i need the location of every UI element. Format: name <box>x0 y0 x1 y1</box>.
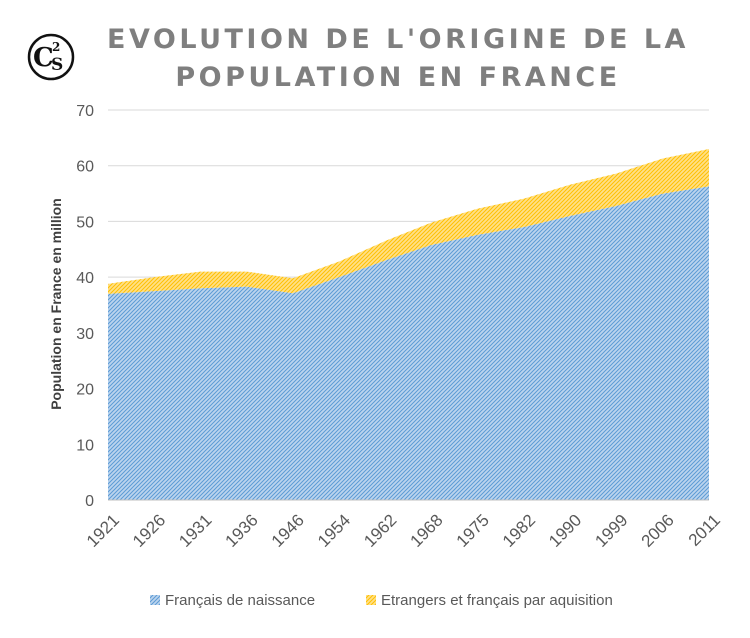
logo-letter-c: C <box>33 43 54 73</box>
logo-letter-2: 2 <box>52 40 60 54</box>
legend-label-1: Français de naissance <box>165 592 315 609</box>
plot-areas <box>108 149 709 501</box>
x-tick-label: 1936 <box>222 511 262 551</box>
c2s-logo: C 2 S <box>27 33 75 81</box>
x-tick-label: 1954 <box>314 511 354 551</box>
y-tick-label: 60 <box>76 159 94 176</box>
x-tick-label: 1962 <box>360 511 400 551</box>
y-tick-label: 10 <box>76 437 94 454</box>
y-tick-label: 30 <box>76 326 94 343</box>
y-tick-label: 70 <box>76 103 94 120</box>
x-tick-label: 1968 <box>406 511 446 551</box>
y-tick-label: 50 <box>76 214 94 231</box>
x-tick-label: 2006 <box>638 511 678 551</box>
y-tick-label: 20 <box>76 382 94 399</box>
y-axis-label: Population en France en million <box>48 198 64 410</box>
legend-swatch-1 <box>150 595 160 605</box>
x-tick-label: 1921 <box>83 511 123 551</box>
x-tick-label: 1999 <box>591 511 631 551</box>
x-tick-label: 1975 <box>453 511 493 551</box>
y-tick-label: 40 <box>76 270 94 287</box>
x-tick-label: 1990 <box>545 511 585 551</box>
x-tick-label: 1926 <box>129 511 169 551</box>
logo-letter-s: S <box>51 55 63 75</box>
area-series-2 <box>108 149 709 294</box>
legend-swatch-2 <box>366 595 376 605</box>
x-tick-label: 1931 <box>175 511 215 551</box>
chart-title-line-2: POPULATION EN FRANCE <box>175 62 620 93</box>
x-tick-label: 1946 <box>268 511 308 551</box>
legend-label-2: Etrangers et français par aquisition <box>381 592 613 609</box>
y-tick-label: 0 <box>85 493 94 510</box>
x-tick-label: 2011 <box>685 511 724 550</box>
area-series-1 <box>108 186 709 501</box>
chart-title-line-1: EVOLUTION DE L'ORIGINE DE LA <box>107 24 689 55</box>
legend: Français de naissance Etrangers et frança… <box>150 592 613 609</box>
x-tick-label: 1982 <box>499 511 539 551</box>
logo-circle <box>27 33 75 81</box>
